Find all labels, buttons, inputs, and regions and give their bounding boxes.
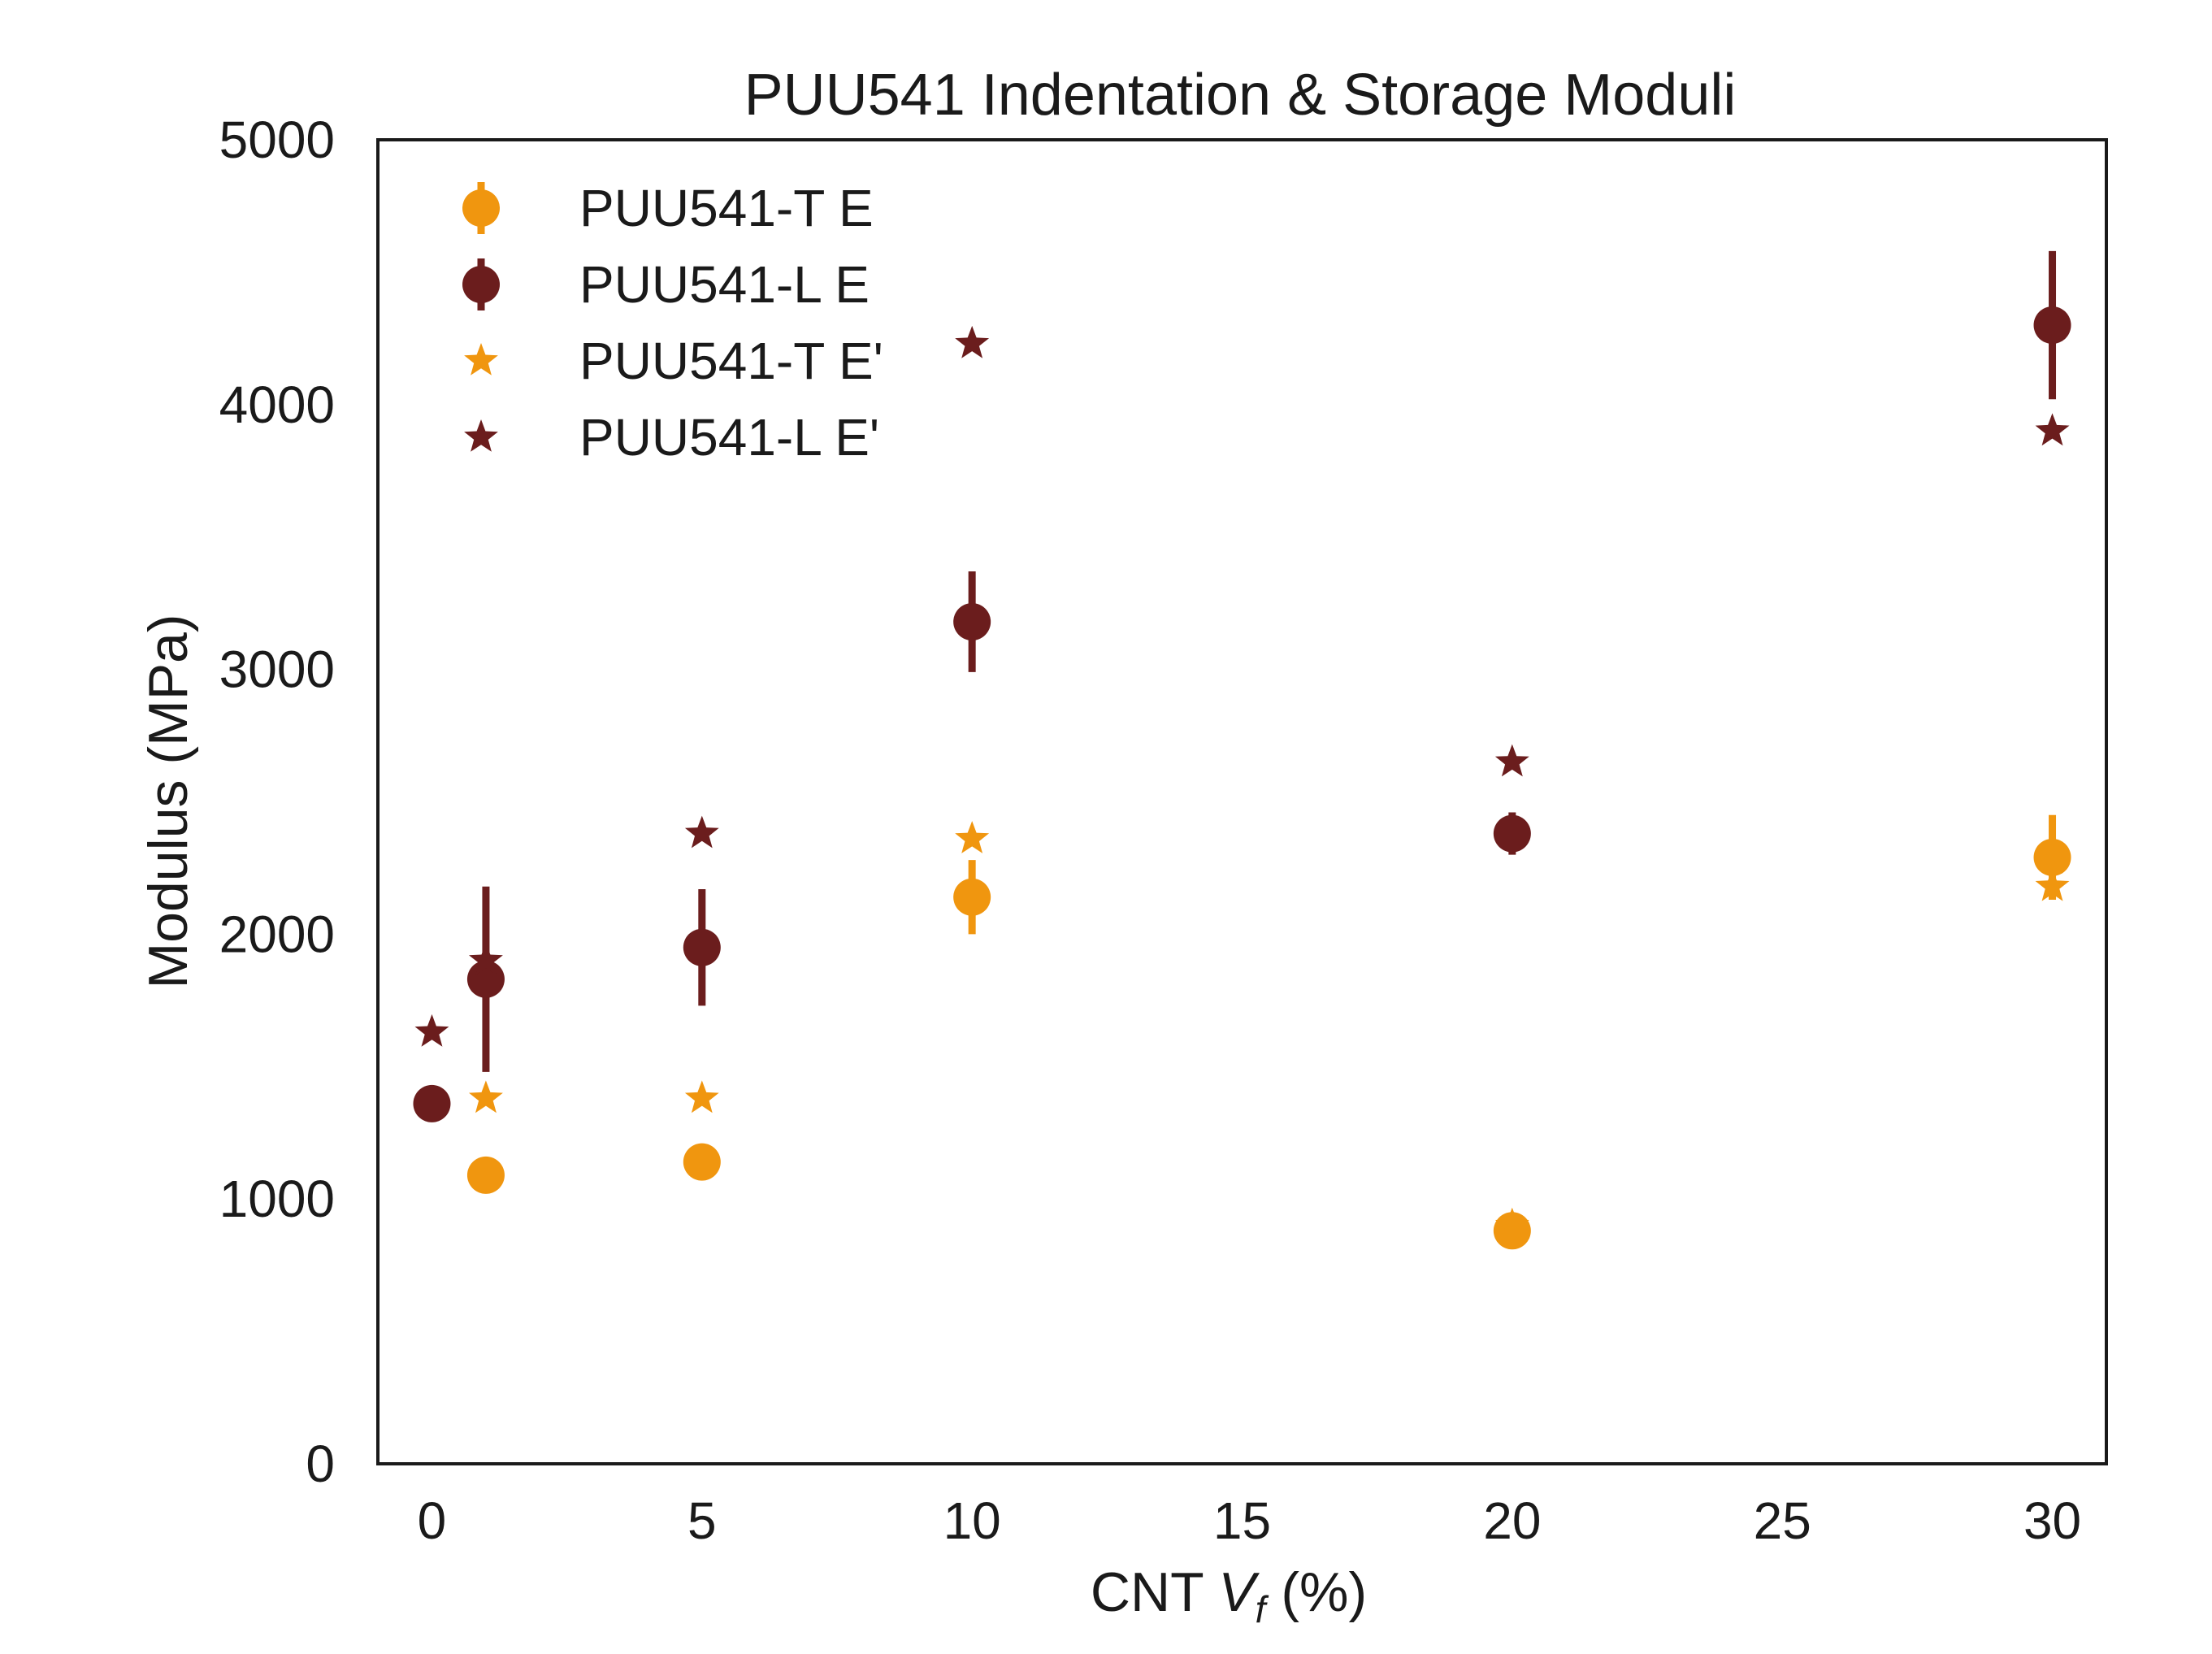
x-tick-label: 0	[418, 1491, 447, 1550]
data-point-star	[1494, 1207, 1529, 1240]
y-axis-label: Modulus (MPa)	[137, 614, 199, 988]
x-tick-label: 15	[1213, 1491, 1271, 1550]
data-point-star	[2035, 413, 2070, 446]
data-point	[413, 1084, 451, 1122]
data-point	[683, 928, 721, 966]
chart-title: PUU541 Indentation & Storage Moduli	[744, 63, 1737, 128]
legend-label: PUU541-L E	[579, 255, 870, 314]
x-axis-label-prefix: CNT	[1091, 1561, 1218, 1623]
x-axis-label-suffix: (%)	[1265, 1561, 1367, 1623]
data-point-star	[469, 943, 503, 975]
y-tick-label: 4000	[219, 376, 335, 434]
y-tick-label: 5000	[219, 111, 335, 169]
data-point	[683, 1143, 721, 1181]
data-point	[953, 602, 991, 640]
x-tick-labels: 0 5 10 15 20 25 30	[418, 1491, 2081, 1550]
data-point	[2033, 838, 2071, 876]
legend-marker-circle	[462, 189, 500, 227]
x-tick-label: 25	[1754, 1491, 1811, 1550]
data-point-star	[684, 815, 719, 849]
legend-item: PUU541-L E'	[464, 408, 879, 467]
data-point-star	[1494, 744, 1529, 777]
plot-frame	[376, 138, 2108, 1465]
legend: PUU541-T E PUU541-L E PUU541-T E' PUU541-L …	[462, 179, 883, 467]
series-puu541-l-e	[414, 325, 2070, 1047]
legend-marker-star	[464, 343, 498, 376]
y-tick-label: 0	[306, 1435, 335, 1493]
x-axis-label-variable: V	[1218, 1561, 1260, 1623]
series-puu541-t-e	[469, 821, 2070, 1240]
legend-item: PUU541-L E	[462, 255, 870, 314]
series-puu541-t-e	[466, 814, 2071, 1250]
data-series-layer	[413, 250, 2071, 1250]
legend-marker-circle	[462, 266, 500, 303]
x-tick-label: 30	[2023, 1491, 2081, 1550]
y-tick-label: 1000	[219, 1170, 335, 1228]
y-tick-labels: 0 1000 2000 3000 4000 5000	[219, 111, 335, 1493]
legend-label: PUU541-T E	[579, 179, 874, 237]
x-axis-label-subscript: f	[1256, 1588, 1269, 1630]
x-tick-label: 5	[687, 1491, 717, 1550]
data-point	[466, 1156, 505, 1194]
data-point-star	[469, 1080, 503, 1114]
legend-label: PUU541-L E'	[579, 408, 879, 467]
x-tick-label: 20	[1483, 1491, 1541, 1550]
data-point	[2033, 306, 2071, 345]
data-point	[466, 960, 505, 998]
series-puu541-l-e	[413, 250, 2071, 1122]
data-point-star	[955, 821, 990, 853]
y-tick-label: 3000	[219, 640, 335, 699]
legend-item: PUU541-T E'	[464, 332, 883, 390]
legend-item: PUU541-T E	[462, 179, 874, 237]
y-tick-label: 2000	[219, 905, 335, 963]
data-point-star	[684, 1080, 719, 1114]
data-point	[1493, 814, 1531, 853]
legend-label: PUU541-T E'	[579, 332, 883, 390]
data-point	[953, 878, 991, 916]
data-point-star	[955, 325, 990, 358]
data-point-star	[2035, 868, 2070, 901]
x-axis-label: CNT Vf (%)	[1091, 1561, 1367, 1630]
legend-marker-star	[464, 419, 498, 452]
x-tick-label: 10	[943, 1491, 1001, 1550]
data-point-star	[414, 1014, 449, 1047]
